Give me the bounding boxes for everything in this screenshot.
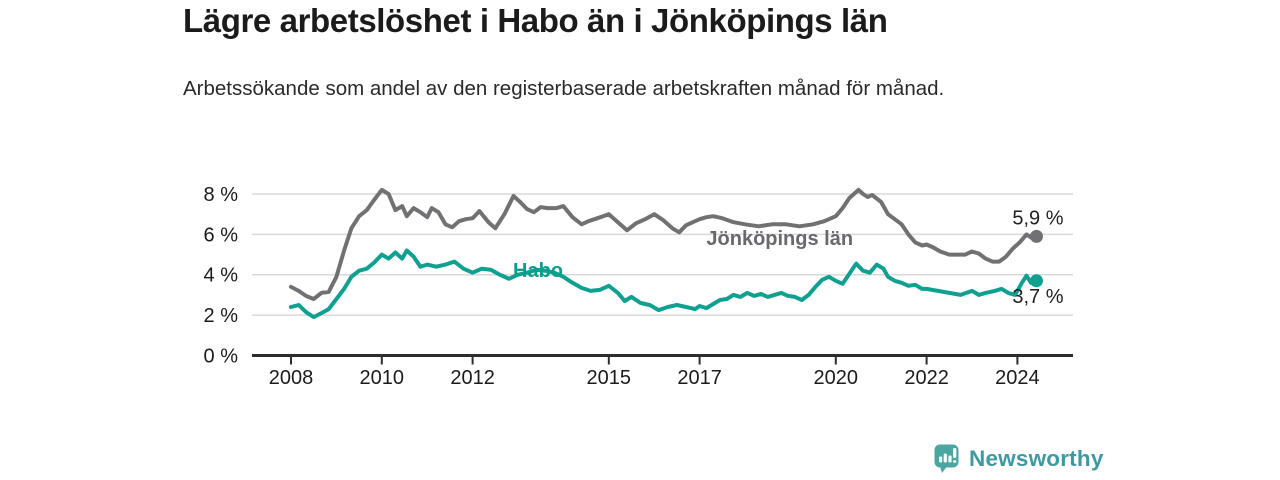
newsworthy-logo-icon xyxy=(934,444,959,473)
logo-exclamation-bar xyxy=(953,448,957,458)
y-axis-label-0pct: 0 % xyxy=(204,346,239,368)
logo-bubble-tail xyxy=(939,465,948,473)
brand-name: Newsworthy xyxy=(969,446,1104,471)
series-end-dot-habo xyxy=(1030,274,1043,288)
series-end-value-jonkopings-lan: 5,9 % xyxy=(1012,207,1063,229)
x-axis-label-2015: 2015 xyxy=(587,367,632,389)
newsworthy-brand-link[interactable]: Newsworthy xyxy=(934,444,1104,474)
chart-subtitle: Arbetssökande som andel av den registerb… xyxy=(183,77,945,100)
x-axis-label-2020: 2020 xyxy=(814,367,859,389)
x-axis-label-2017: 2017 xyxy=(677,367,722,389)
x-axis-label-2010: 2010 xyxy=(360,367,405,389)
y-axis-label-8pct: 8 % xyxy=(204,184,239,206)
series-end-dot-jonkopings-lan xyxy=(1030,229,1043,243)
logo-bar-short xyxy=(939,456,943,463)
series-label-habo: Habo xyxy=(513,260,563,282)
x-axis-label-2012: 2012 xyxy=(450,367,495,389)
series-line-habo xyxy=(289,248,1039,320)
x-axis-label-2008: 2008 xyxy=(269,367,314,389)
y-axis-label-4pct: 4 % xyxy=(204,265,239,287)
x-axis-label-2022: 2022 xyxy=(904,367,949,389)
y-axis-label-2pct: 2 % xyxy=(204,305,239,327)
logo-bar-medium xyxy=(948,455,952,463)
logo-exclamation-dot xyxy=(953,460,957,463)
series-line-jonkopings-lan xyxy=(289,187,1039,301)
series-label-jonkopings-lan: Jönköpings län xyxy=(706,228,853,250)
logo-bar-tall xyxy=(943,453,947,463)
series-end-value-habo: 3,7 % xyxy=(1012,286,1063,308)
y-axis-label-6pct: 6 % xyxy=(204,224,239,246)
chart-title: Lägre arbetslöshet i Habo än i Jönköping… xyxy=(183,2,888,39)
x-axis-label-2024: 2024 xyxy=(995,367,1040,389)
